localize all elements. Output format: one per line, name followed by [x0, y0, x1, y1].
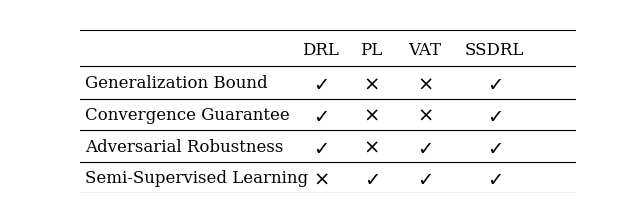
Text: Generalization Bound: Generalization Bound: [85, 75, 268, 92]
Text: $\checkmark$: $\checkmark$: [313, 74, 328, 93]
Text: Convergence Guarantee: Convergence Guarantee: [85, 107, 290, 124]
Text: $\times$: $\times$: [364, 138, 379, 157]
Text: $\checkmark$: $\checkmark$: [486, 74, 502, 93]
Text: $\checkmark$: $\checkmark$: [313, 106, 328, 125]
Text: $\times$: $\times$: [364, 106, 379, 125]
Text: $\checkmark$: $\checkmark$: [486, 106, 502, 125]
Text: $\times$: $\times$: [417, 74, 433, 93]
Text: $\checkmark$: $\checkmark$: [313, 138, 328, 157]
Text: $\checkmark$: $\checkmark$: [486, 138, 502, 157]
Text: $\checkmark$: $\checkmark$: [417, 169, 432, 188]
Text: Semi-Supervised Learning: Semi-Supervised Learning: [85, 170, 308, 187]
Text: $\checkmark$: $\checkmark$: [486, 169, 502, 188]
Text: $\times$: $\times$: [364, 74, 379, 93]
Text: PL: PL: [360, 42, 382, 59]
Text: DRL: DRL: [302, 42, 339, 59]
Text: Adversarial Robustness: Adversarial Robustness: [85, 139, 284, 156]
Text: VAT: VAT: [408, 42, 441, 59]
Text: SSDRL: SSDRL: [465, 42, 524, 59]
Text: $\times$: $\times$: [313, 169, 328, 188]
Text: $\times$: $\times$: [417, 106, 433, 125]
Text: $\checkmark$: $\checkmark$: [417, 138, 432, 157]
Text: $\checkmark$: $\checkmark$: [364, 169, 379, 188]
